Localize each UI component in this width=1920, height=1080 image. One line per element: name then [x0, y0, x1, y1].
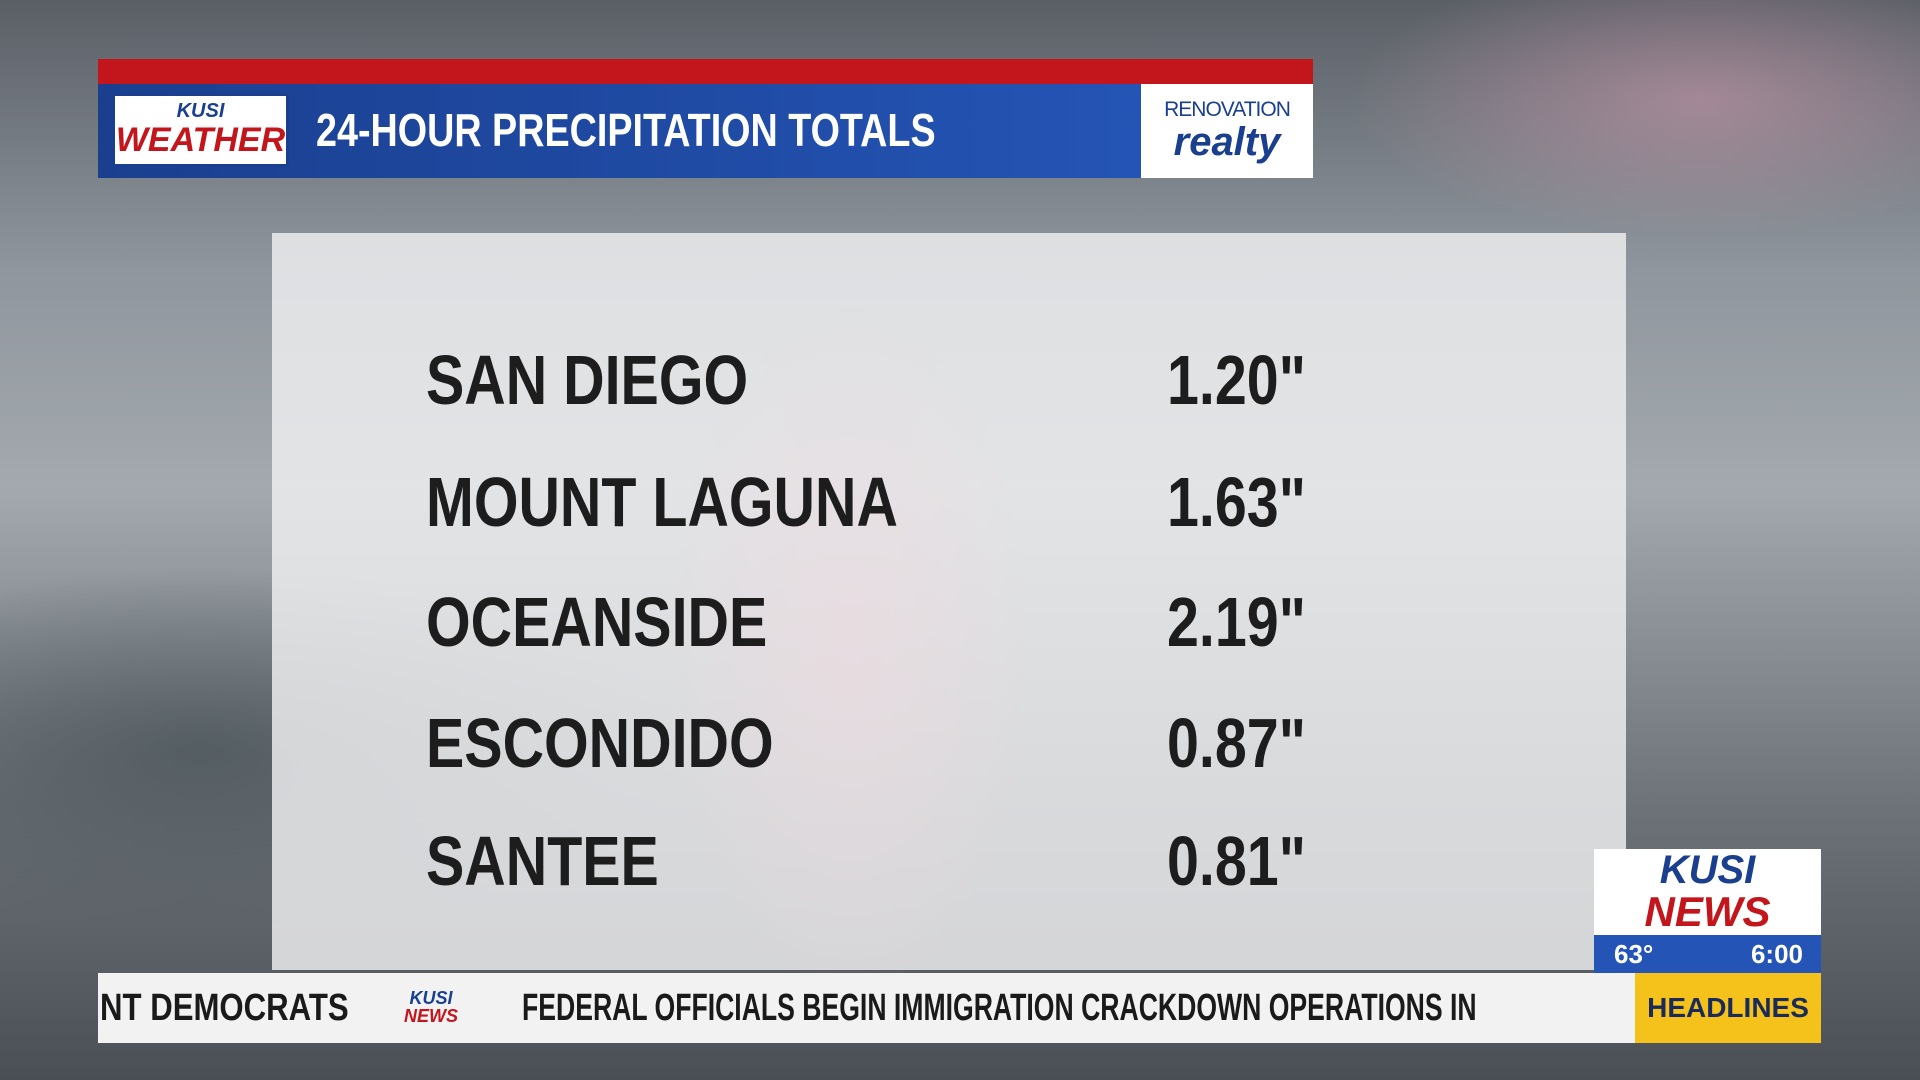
news-logo-bottom: NEWS [1644, 888, 1771, 935]
ticker-headline-text: FEDERAL OFFICIALS BEGIN IMMIGRATION CRAC… [522, 987, 1477, 1029]
precipitation: 1.20" [1167, 340, 1336, 420]
ticker-logo-bottom: NEWS [404, 1006, 458, 1026]
location: ESCONDIDO [426, 703, 850, 783]
location: OCEANSIDE [426, 582, 842, 662]
ticker-headline: FEDERAL OFFICIALS BEGIN IMMIGRATION CRAC… [522, 973, 1635, 1043]
location-text: SANTEE [426, 822, 659, 900]
precipitation: 0.87" [1167, 703, 1336, 783]
ticker-previous-text: NT DEMOCRATS [100, 987, 349, 1029]
header-accent [98, 59, 1313, 84]
location: SAN DIEGO [426, 340, 819, 420]
precipitation: 1.63" [1167, 462, 1336, 542]
location: MOUNT LAGUNA [426, 462, 1001, 542]
precipitation-text: 2.19" [1167, 583, 1306, 661]
weather-logo: KUSI WEATHER [112, 93, 289, 167]
temperature: 63° [1614, 939, 1654, 969]
sponsor-top: RENOVATION [1164, 98, 1291, 121]
sponsor-logo: RENOVATION realty [1141, 84, 1313, 178]
location: SANTEE [426, 821, 710, 901]
ticker-label: HEADLINES [1635, 973, 1821, 1043]
precipitation-text: 0.87" [1167, 704, 1306, 782]
ticker: NT DEMOCRATS KUSI NEWS FEDERAL OFFICIALS… [98, 973, 1635, 1043]
totals-panel [272, 233, 1626, 970]
ticker-label-text: HEADLINES [1647, 992, 1809, 1023]
title-text: 24-HOUR PRECIPITATION TOTALS [316, 104, 936, 156]
news-logo-top: KUSI [1659, 848, 1756, 892]
location-text: SAN DIEGO [426, 341, 749, 419]
ticker-previous: NT DEMOCRATS [100, 973, 403, 1043]
precipitation: 2.19" [1167, 582, 1336, 662]
sponsor-bottom: realty [1173, 120, 1281, 164]
precipitation-text: 0.81" [1167, 822, 1306, 900]
precipitation-text: 1.63" [1167, 463, 1306, 541]
logo-bottom: WEATHER [115, 121, 286, 159]
location-text: OCEANSIDE [426, 583, 768, 661]
logo-top: KUSI [176, 100, 225, 122]
ticker-logo-top: KUSI [409, 988, 453, 1008]
time: 6:00 [1750, 939, 1803, 969]
news-logo: KUSI NEWS [1594, 849, 1821, 935]
status-bar: 63° 6:00 [1594, 935, 1821, 973]
title: 24-HOUR PRECIPITATION TOTALS [316, 104, 1072, 156]
location-text: ESCONDIDO [426, 704, 774, 782]
precipitation: 0.81" [1167, 821, 1336, 901]
location-text: MOUNT LAGUNA [426, 463, 898, 541]
precipitation-text: 1.20" [1167, 341, 1306, 419]
ticker-logo: KUSI NEWS [392, 989, 470, 1025]
